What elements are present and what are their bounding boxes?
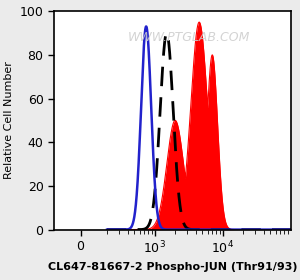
X-axis label: CL647-81667-2 Phospho-JUN (Thr91/93): CL647-81667-2 Phospho-JUN (Thr91/93) <box>48 262 297 272</box>
Y-axis label: Relative Cell Number: Relative Cell Number <box>4 62 14 179</box>
Text: WWW.PTGLAB.COM: WWW.PTGLAB.COM <box>128 31 250 44</box>
